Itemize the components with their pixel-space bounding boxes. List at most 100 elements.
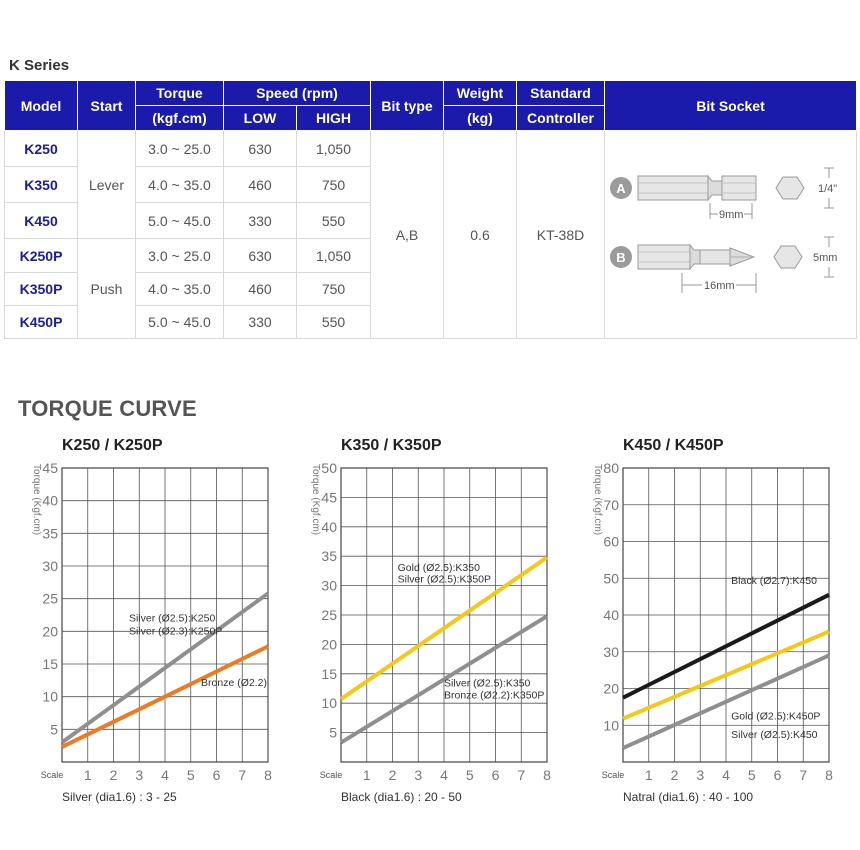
x-tick-label: 3 <box>696 767 704 783</box>
x-tick-label: 2 <box>389 767 397 783</box>
hex-a-size: 1/4" <box>818 183 837 195</box>
y-tick-label: 50 <box>603 570 619 586</box>
table-row: K250 Lever 3.0 ~ 25.0 630 1,050 A,B 0.6 … <box>4 130 857 339</box>
y-tick-label: 10 <box>321 695 337 711</box>
speed-high-cell: 750 <box>296 166 371 203</box>
hex-b-icon <box>772 245 803 269</box>
controller-cell: KT-38D <box>516 130 605 339</box>
y-tick-label: 20 <box>321 636 337 652</box>
x-tick-label: 8 <box>825 767 833 783</box>
y-tick-label: 40 <box>321 519 337 535</box>
y-tick-label: 60 <box>603 534 619 550</box>
series-line-gold <box>622 629 830 721</box>
x-tick-label: 7 <box>799 767 807 783</box>
chart-note: Black (dia1.6) : 20 - 50 <box>341 790 462 804</box>
model-cell: K350 <box>4 166 78 203</box>
header-torque: Torque <box>135 80 224 106</box>
spec-table: Model Start Torque Speed (rpm) Bit type … <box>4 80 857 339</box>
x-tick-label: 6 <box>492 767 500 783</box>
header-speed-high: HIGH <box>296 105 371 131</box>
y-tick-label: 20 <box>42 623 58 639</box>
y-tick-label: 35 <box>42 525 58 541</box>
y-axis-label: Torque (Kgf.cm) <box>592 464 603 535</box>
header-speed-low: LOW <box>223 105 297 131</box>
x-tick-label: 6 <box>774 767 782 783</box>
annotation-label: Silver (Ø2.5):K250 <box>129 613 216 625</box>
y-tick-label: 15 <box>42 656 58 672</box>
x-axis-label: Scale <box>320 770 343 780</box>
x-tick-label: 5 <box>466 767 474 783</box>
x-tick-label: 3 <box>135 767 143 783</box>
x-axis-label: Scale <box>41 770 64 780</box>
x-tick-label: 1 <box>363 767 371 783</box>
header-start: Start <box>77 80 136 131</box>
y-tick-label: 80 <box>603 460 619 476</box>
section-title: TORQUE CURVE <box>18 396 197 421</box>
x-tick-label: 4 <box>161 767 169 783</box>
x-tick-label: 8 <box>264 767 272 783</box>
annotation-label: Black (Ø2.7):K450 <box>731 575 817 587</box>
header-torque-unit: (kgf.cm) <box>135 105 224 131</box>
model-cell: K250 <box>4 130 78 167</box>
model-cell: K450P <box>4 305 78 339</box>
header-controller-2: Controller <box>516 105 605 131</box>
series-line-silver <box>339 614 549 745</box>
y-tick-label: 30 <box>42 558 58 574</box>
bit-b-shape <box>637 243 755 271</box>
speed-high-cell: 750 <box>296 272 371 306</box>
x-tick-label: 4 <box>722 767 730 783</box>
y-tick-label: 5 <box>50 721 58 737</box>
model-cell: K450 <box>4 202 78 239</box>
torque-cell: 4.0 ~ 35.0 <box>135 272 224 306</box>
chart-k350: K350 / K350P 5 10 15 20 25 30 35 40 45 50 1 2 3 4 5 6 7 8… <box>299 435 559 815</box>
y-tick-label: 40 <box>603 607 619 623</box>
annotation-label: Silver (Ø2.5):K450 <box>731 729 818 741</box>
y-axis-label: Torque (Kgf.cm) <box>310 464 321 535</box>
x-tick-label: 5 <box>748 767 756 783</box>
header-bit-type: Bit type <box>370 80 444 131</box>
y-tick-label: 30 <box>603 644 619 660</box>
header-weight-unit: (kg) <box>443 105 517 131</box>
speed-low-cell: 630 <box>223 238 297 273</box>
annotation-label: Gold (Ø2.5):K450P <box>731 711 820 723</box>
x-tick-label: 4 <box>440 767 448 783</box>
bit-socket-cell: A 1/4" 9 <box>604 130 857 339</box>
y-tick-label: 40 <box>42 493 58 509</box>
series-line-bronze <box>61 644 269 749</box>
x-axis-label: Scale <box>602 770 625 780</box>
y-tick-label: 45 <box>321 489 337 505</box>
speed-low-cell: 460 <box>223 272 297 306</box>
header-model: Model <box>4 80 78 131</box>
speed-high-cell: 1,050 <box>296 130 371 167</box>
chart-title: K350 / K350P <box>341 437 442 454</box>
chart-k250: K250 / K250P 5 10 15 20 25 30 35 40 45 1 2 3 4 5 6 7 8 Sc… <box>20 435 280 815</box>
speed-low-cell: 460 <box>223 166 297 203</box>
chart-title: K250 / K250P <box>62 437 163 454</box>
speed-high-cell: 550 <box>296 202 371 239</box>
hex-a-icon <box>774 176 805 200</box>
annotation-label: Silver (Ø2.3):K250P <box>129 626 222 638</box>
x-tick-label: 1 <box>645 767 653 783</box>
header-controller: Standard <box>516 80 605 106</box>
y-tick-label: 35 <box>321 548 337 564</box>
series-line-silver <box>622 653 830 750</box>
annotation-label: Bronze (Ø2.2) <box>201 677 267 689</box>
series-line-gold <box>339 555 549 701</box>
y-tick-label: 25 <box>42 591 58 607</box>
table-row: K350 4.0 ~ 35.0 460 750 <box>4 166 857 203</box>
x-tick-label: 5 <box>187 767 195 783</box>
speed-high-cell: 1,050 <box>296 238 371 273</box>
model-cell: K250P <box>4 238 78 273</box>
bit-b-badge <box>609 246 632 268</box>
series-title: K Series <box>9 57 70 74</box>
table-row: K450 5.0 ~ 45.0 330 550 <box>4 202 857 239</box>
weight-cell: 0.6 <box>443 130 517 339</box>
chart-note: Silver (dia1.6) : 3 - 25 <box>62 790 177 804</box>
bit-type-cell: A,B <box>370 130 444 339</box>
bit-a-badge <box>609 177 632 199</box>
torque-cell: 4.0 ~ 35.0 <box>135 166 224 203</box>
start-cell: Lever <box>77 130 136 239</box>
table-row: K250P Push 3.0 ~ 25.0 630 1,050 <box>4 238 857 339</box>
